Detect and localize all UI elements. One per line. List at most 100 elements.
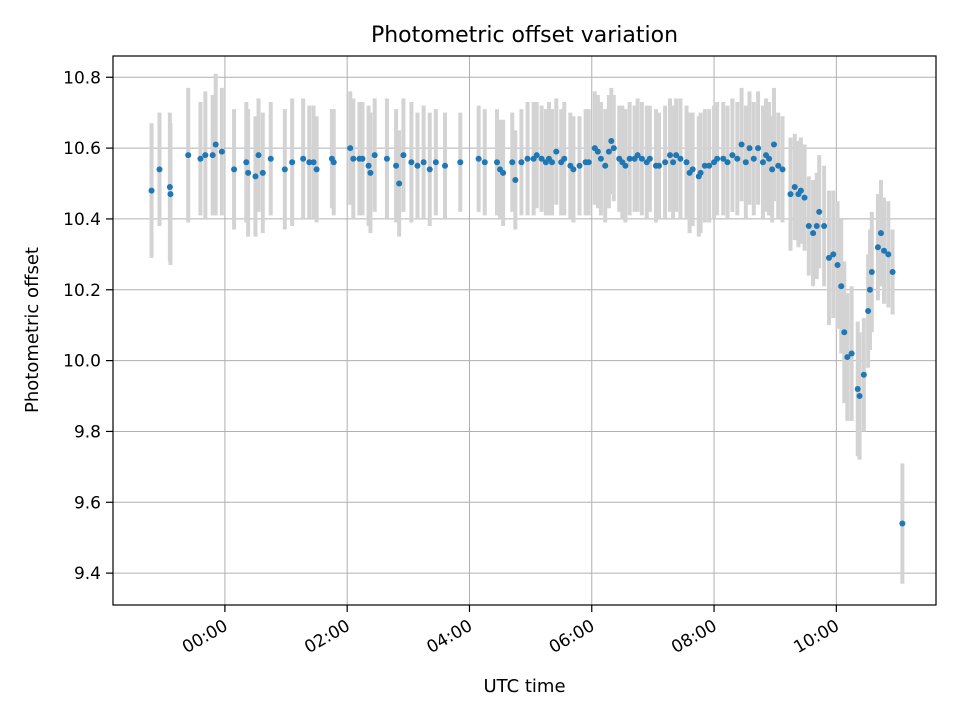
data-point — [243, 159, 250, 166]
data-points — [148, 138, 906, 527]
data-point — [810, 230, 817, 237]
data-point — [801, 194, 808, 201]
data-point — [821, 223, 828, 230]
data-point — [538, 155, 545, 162]
data-point — [289, 159, 296, 166]
data-point — [561, 155, 568, 162]
data-point — [706, 162, 713, 169]
data-point — [755, 145, 762, 152]
data-point — [646, 155, 653, 162]
data-point — [805, 223, 812, 230]
x-tick-label: 08:00 — [668, 616, 720, 658]
data-point — [759, 159, 766, 166]
y-tick-label: 10.0 — [63, 352, 101, 372]
data-point — [330, 159, 337, 166]
y-tick-label: 9.8 — [74, 422, 101, 442]
data-point — [209, 152, 216, 159]
data-point — [457, 159, 464, 166]
data-point — [746, 145, 753, 152]
data-point — [396, 180, 403, 187]
data-point — [383, 155, 390, 162]
data-point — [656, 162, 663, 169]
data-point — [393, 162, 400, 169]
data-point — [856, 393, 863, 400]
data-point — [420, 159, 427, 166]
data-point — [585, 159, 592, 166]
data-point — [868, 269, 875, 276]
data-point — [662, 159, 669, 166]
data-point — [610, 145, 617, 152]
data-point — [359, 155, 366, 162]
data-point — [770, 141, 777, 148]
data-point — [245, 169, 252, 176]
data-point — [252, 173, 259, 180]
data-point — [512, 176, 519, 183]
data-point — [167, 191, 174, 198]
data-point — [185, 152, 192, 159]
data-point — [197, 155, 204, 162]
y-tick-label: 10.8 — [63, 68, 101, 88]
data-point — [697, 169, 704, 176]
data-point — [259, 169, 266, 176]
data-point — [830, 251, 837, 258]
data-point — [426, 166, 433, 173]
data-point — [156, 166, 163, 173]
data-point — [689, 166, 696, 173]
data-point — [481, 159, 488, 166]
data-point — [622, 162, 629, 169]
x-tick-label: 02:00 — [301, 616, 353, 658]
data-point — [634, 152, 641, 159]
data-point — [549, 159, 556, 166]
data-point — [202, 152, 209, 159]
x-tick-label: 10:00 — [790, 616, 842, 658]
data-point — [442, 162, 449, 169]
data-point — [834, 261, 841, 268]
data-point — [365, 162, 372, 169]
data-point — [766, 155, 773, 162]
y-tick-label: 9.6 — [74, 493, 101, 513]
data-point — [602, 162, 609, 169]
data-point — [734, 155, 741, 162]
data-point — [500, 169, 507, 176]
data-point — [626, 155, 633, 162]
error-bars — [149, 73, 905, 584]
data-point — [475, 155, 482, 162]
data-point — [860, 371, 867, 378]
x-axis-label: UTC time — [483, 676, 565, 697]
data-point — [683, 159, 690, 166]
gridlines — [113, 56, 936, 605]
data-point — [881, 247, 888, 254]
data-point — [281, 166, 288, 173]
data-point — [570, 166, 577, 173]
data-point — [300, 155, 307, 162]
data-point — [518, 159, 525, 166]
data-point — [899, 520, 906, 527]
data-point — [865, 308, 872, 315]
data-point — [677, 155, 684, 162]
data-point — [414, 162, 421, 169]
data-point — [553, 148, 560, 155]
data-point — [524, 155, 531, 162]
y-tick-label: 10.2 — [63, 281, 101, 301]
y-axis: 9.4 9.6 9.8 10.0 10.2 10.4 10.6 10.8 — [63, 68, 113, 584]
data-point — [432, 159, 439, 166]
data-point — [877, 230, 884, 237]
data-point — [148, 187, 155, 194]
data-point — [267, 155, 274, 162]
x-axis: 00:00 02:00 04:00 06:00 08:00 10:00 — [179, 605, 843, 658]
plot-frame — [112, 55, 937, 606]
data-point — [769, 166, 776, 173]
data-point — [848, 350, 855, 357]
data-point — [255, 152, 262, 159]
data-point — [791, 184, 798, 191]
x-tick-label: 00:00 — [179, 616, 231, 658]
y-tick-label: 9.4 — [74, 564, 101, 584]
data-point — [885, 251, 892, 258]
data-point — [166, 184, 173, 191]
data-point — [738, 141, 745, 148]
data-point — [670, 159, 677, 166]
data-point — [779, 166, 786, 173]
data-point — [841, 329, 848, 336]
data-point — [714, 155, 721, 162]
